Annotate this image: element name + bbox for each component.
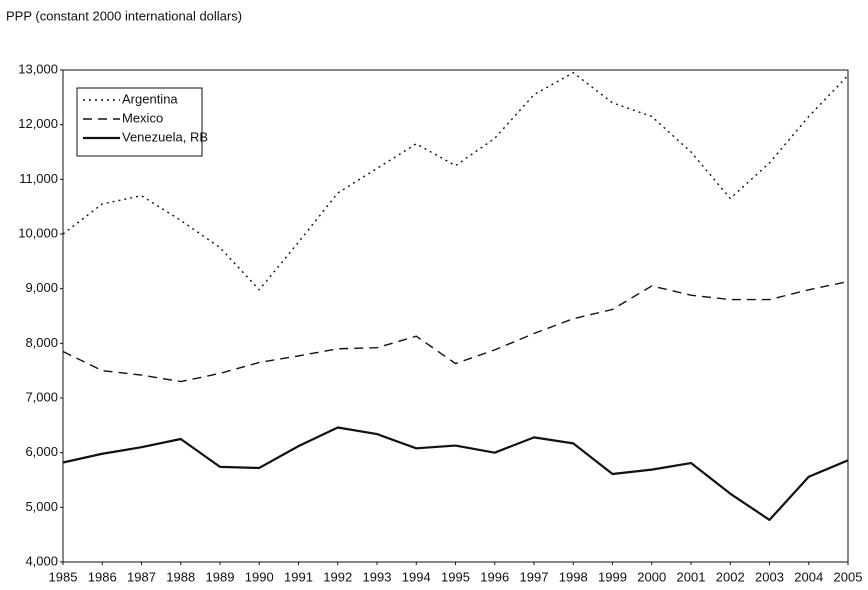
y-tick-label: 5,000 xyxy=(25,499,58,514)
x-tick-label: 1987 xyxy=(127,569,156,584)
x-tick-label: 2001 xyxy=(677,569,706,584)
x-tick-label: 1997 xyxy=(520,569,549,584)
y-tick-label: 10,000 xyxy=(18,225,58,240)
x-tick-label: 2003 xyxy=(755,569,784,584)
x-tick-label: 1986 xyxy=(88,569,117,584)
y-tick-label: 4,000 xyxy=(25,553,58,568)
y-tick-label: 7,000 xyxy=(25,389,58,404)
y-tick-label: 12,000 xyxy=(18,116,58,131)
x-tick-label: 2000 xyxy=(637,569,666,584)
x-tick-label: 2004 xyxy=(794,569,823,584)
y-axis-label: PPP (constant 2000 international dollars… xyxy=(6,8,242,23)
x-tick-label: 1985 xyxy=(49,569,78,584)
legend-label: Mexico xyxy=(122,110,163,125)
legend-box xyxy=(76,87,203,157)
y-tick-label: 6,000 xyxy=(25,444,58,459)
legend-label: Argentina xyxy=(122,91,178,106)
x-tick-label: 1999 xyxy=(598,569,627,584)
y-tick-label: 8,000 xyxy=(25,335,58,350)
x-tick-label: 1996 xyxy=(480,569,509,584)
x-tick-label: 1989 xyxy=(206,569,235,584)
legend-label: Venezuela, RB xyxy=(122,129,208,144)
x-tick-label: 1994 xyxy=(402,569,431,584)
x-tick-label: 1988 xyxy=(166,569,195,584)
x-tick-label: 1992 xyxy=(323,569,352,584)
x-tick-label: 2005 xyxy=(834,569,863,584)
y-tick-label: 13,000 xyxy=(18,61,58,76)
x-tick-label: 1998 xyxy=(559,569,588,584)
y-tick-label: 9,000 xyxy=(25,280,58,295)
x-tick-label: 2002 xyxy=(716,569,745,584)
x-tick-label: 1990 xyxy=(245,569,274,584)
x-tick-label: 1995 xyxy=(441,569,470,584)
x-tick-label: 1993 xyxy=(363,569,392,584)
x-tick-label: 1991 xyxy=(284,569,313,584)
series-line xyxy=(62,426,849,522)
series-line xyxy=(62,280,849,383)
y-tick-label: 11,000 xyxy=(19,171,58,186)
series-line xyxy=(62,72,849,291)
